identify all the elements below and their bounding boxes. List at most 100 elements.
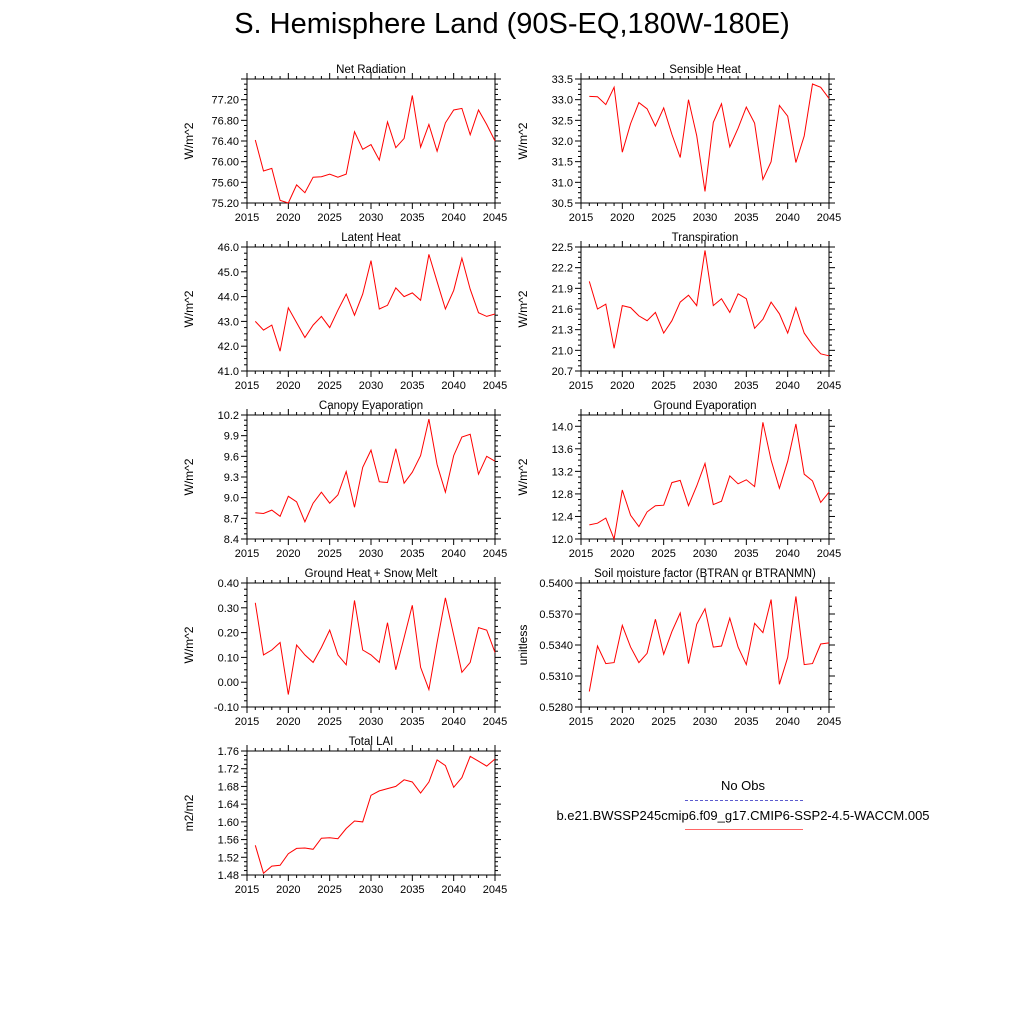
plot-frame [580,246,830,372]
plot-frame [246,414,496,540]
x-tick-label: 2045 [483,716,507,728]
x-tick-label: 2040 [775,716,799,728]
x-tick-label: 2040 [775,380,799,392]
y-tick-label: 1.48 [218,870,239,882]
series-line [255,418,496,524]
y-tick-label: 22.5 [552,242,573,254]
x-tick-label: 2035 [400,212,424,224]
y-tick-label: 1.68 [218,781,239,793]
panel-title: Ground Evaporation [654,400,757,412]
y-axis-label: unitless [516,625,530,666]
y-axis-label: W/m^2 [516,458,530,495]
y-axis-label: W/m^2 [182,458,196,495]
plot-frame [246,750,496,876]
plot-frame [246,246,496,372]
x-tick-label: 2020 [610,548,634,560]
x-tick-label: 2020 [276,884,300,896]
x-tick-label: 2015 [235,884,259,896]
y-tick-label: 30.5 [552,198,573,210]
y-tick-label: 12.8 [552,489,573,501]
chart-panel-9: Total LAI m2/m2 2015 2020 2025 2030 2035 2040 20… [182,736,507,896]
x-tick-label: 2015 [569,212,593,224]
y-tick-label: 9.0 [224,493,239,505]
y-tick-label: 76.80 [211,115,239,127]
x-tick-label: 2035 [400,884,424,896]
x-tick-label: 2040 [441,884,465,896]
y-tick-label: 77.20 [211,95,239,107]
x-tick-label: 2030 [693,380,717,392]
y-tick-label: 0.10 [218,652,239,664]
y-axis-label: W/m^2 [182,122,196,159]
y-tick-label: 0.5370 [539,609,573,621]
x-tick-label: 2020 [276,380,300,392]
y-tick-label: 75.60 [211,177,239,189]
legend-obs-label: No Obs [720,778,766,793]
x-tick-label: 2040 [441,716,465,728]
x-tick-label: 2015 [569,548,593,560]
x-tick-label: 2015 [235,380,259,392]
x-tick-label: 2025 [651,380,675,392]
y-tick-label: 12.4 [552,511,573,523]
legend-model-line [685,829,803,830]
y-tick-label: 22.2 [552,263,573,275]
x-tick-label: 2030 [359,548,383,560]
y-tick-label: 32.0 [552,136,573,148]
x-tick-label: 2035 [400,716,424,728]
x-tick-label: 2025 [651,716,675,728]
x-tick-label: 2035 [734,548,758,560]
chart-panel-2: Sensible Heat W/m^2 2015 2020 2025 2030 2035 20… [516,64,841,224]
y-tick-label: 21.9 [552,283,573,295]
y-tick-label: -0.10 [214,702,239,714]
y-axis-label: m2/m2 [182,794,196,831]
x-tick-label: 2035 [400,380,424,392]
chart-panel-8: Soil moisture factor (BTRAN or BTRANMN) u… [516,568,841,728]
y-tick-label: 42.0 [218,341,239,353]
y-tick-label: 1.52 [218,852,239,864]
x-tick-label: 2040 [441,380,465,392]
x-tick-label: 2020 [276,548,300,560]
y-tick-label: 1.76 [218,746,239,758]
series-line [588,250,830,357]
panel-title: Total LAI [349,736,394,748]
x-tick-label: 2045 [817,548,841,560]
x-tick-label: 2040 [441,548,465,560]
y-axis-label: W/m^2 [182,290,196,327]
series-line [589,422,830,541]
y-tick-label: 41.0 [218,366,239,378]
x-tick-label: 2040 [441,212,465,224]
panel-title: Transpiration [672,232,739,244]
x-tick-label: 2015 [569,380,593,392]
y-tick-label: 8.4 [224,534,239,546]
x-tick-label: 2030 [359,212,383,224]
series-line [589,83,830,192]
chart-panel-4: Transpiration W/m^2 2015 2020 2025 2030 2035 20… [516,232,841,392]
x-tick-label: 2045 [817,212,841,224]
plot-frame [246,582,496,708]
y-tick-label: 0.40 [218,578,239,590]
y-tick-label: 1.56 [218,835,239,847]
y-tick-label: 76.40 [211,136,239,148]
x-tick-label: 2020 [610,212,634,224]
series-line [254,597,496,695]
y-tick-label: 0.5340 [539,640,573,652]
panel-title: Net Radiation [336,64,406,76]
y-tick-label: 9.3 [224,472,239,484]
page-title: S. Hemisphere Land (90S-EQ,180W-180E) [234,8,790,40]
panel-title: Canopy Evaporation [319,400,423,412]
y-axis-label: W/m^2 [516,290,530,327]
x-tick-label: 2015 [235,716,259,728]
y-tick-label: 76.00 [211,157,239,169]
y-tick-label: 32.5 [552,115,573,127]
x-tick-label: 2025 [651,548,675,560]
x-tick-label: 2025 [317,212,341,224]
panel-title: Latent Heat [341,232,401,244]
y-tick-label: 0.00 [218,677,239,689]
y-tick-label: 21.6 [552,304,573,316]
panel-title: Sensible Heat [669,64,741,76]
panel-title: Soil moisture factor (BTRAN or BTRANMN) [594,568,816,580]
y-tick-label: 33.5 [552,74,573,86]
x-tick-label: 2040 [775,212,799,224]
y-tick-label: 13.2 [552,466,573,478]
